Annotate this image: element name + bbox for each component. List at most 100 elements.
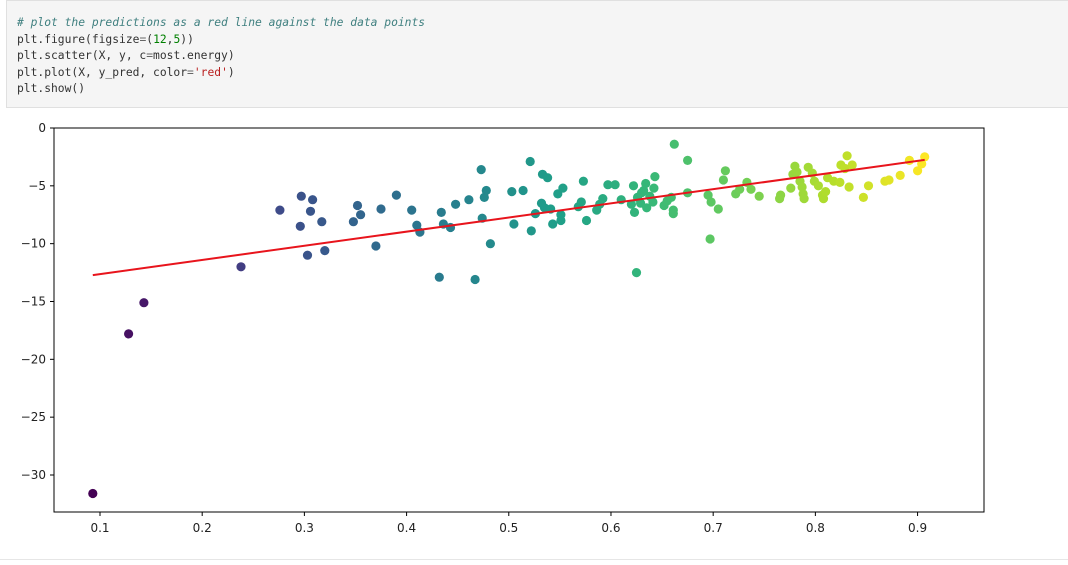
plot-frame [53, 127, 985, 513]
y-tick-label: 0 [38, 121, 46, 135]
data-point [352, 200, 363, 211]
code-token: 5 [173, 32, 181, 46]
data-point [706, 197, 716, 207]
code-editor[interactable]: # plot the predictions as a red line aga… [17, 15, 425, 98]
data-point [786, 183, 796, 193]
regression-line-layer [92, 158, 925, 277]
code-line: plt.figure(figsize=(12,5)) [17, 32, 425, 49]
data-point [639, 185, 649, 196]
data-point [920, 152, 930, 162]
data-point [821, 187, 831, 197]
data-point [649, 183, 659, 193]
data-point [139, 298, 149, 308]
data-point [407, 205, 417, 215]
data-point [610, 180, 620, 190]
data-point [464, 195, 474, 205]
data-point [296, 191, 306, 201]
y-tick-label: −5 [28, 179, 46, 193]
code-token: ( [146, 32, 154, 46]
data-point [642, 203, 652, 213]
y-tick-label: −25 [21, 410, 46, 424]
code-token: ) [227, 65, 235, 79]
data-point [844, 182, 854, 192]
data-point [735, 184, 745, 194]
data-point [124, 329, 134, 339]
code-line: plt.scatter(X, y, c=most.energy) [17, 48, 425, 65]
data-point [481, 185, 491, 196]
x-tick-label: 0.4 [397, 521, 416, 535]
data-point [835, 177, 845, 187]
data-point [302, 250, 313, 260]
data-point [548, 219, 558, 229]
axis-ticks: 0.1 0.2 0.3 0.4 0.5 0.6 0.7 0.8 0.9 0 −5 −10 −15 −20 −… [21, 121, 927, 535]
x-tick-label: 0.1 [90, 521, 109, 535]
data-point [451, 199, 461, 209]
y-tick-label: −15 [21, 294, 46, 308]
data-point [348, 217, 358, 227]
data-point [412, 220, 422, 230]
scatter-chart: 0.1 0.2 0.3 0.4 0.5 0.6 0.7 0.8 0.9 0 −5 −10 −15 −20 −… [21, 121, 985, 535]
cell-divider [0, 559, 1068, 560]
data-point [391, 190, 401, 200]
data-point [648, 197, 658, 207]
data-point [847, 160, 857, 170]
x-tick-label: 0.5 [499, 521, 518, 535]
code-token: = [187, 65, 194, 79]
data-point [797, 182, 807, 192]
data-point [470, 274, 480, 285]
data-point [754, 191, 764, 201]
data-point [626, 199, 637, 209]
data-point [320, 246, 330, 256]
data-point [799, 194, 809, 204]
code-token: 'red' [193, 65, 228, 79]
y-tick-label: −10 [21, 237, 46, 251]
y-tick-label: −20 [21, 352, 46, 366]
data-point [317, 217, 327, 227]
data-point [581, 215, 592, 226]
data-point [526, 226, 536, 236]
data-point [818, 194, 829, 204]
data-point [913, 166, 923, 176]
code-token: = [146, 49, 154, 62]
data-point [576, 197, 586, 207]
data-point [705, 234, 715, 244]
data-point [603, 180, 613, 190]
code-cell[interactable]: # plot the predictions as a red line aga… [6, 0, 1068, 108]
data-point [543, 173, 553, 183]
data-point [436, 207, 446, 217]
data-point [650, 172, 660, 182]
code-token: = [139, 32, 147, 46]
data-point [629, 207, 640, 217]
data-point [904, 155, 915, 165]
data-point [479, 192, 489, 202]
x-tick-label: 0.9 [908, 521, 927, 535]
code-token: # plot the predictions as a red line aga… [17, 16, 426, 29]
data-point [792, 167, 802, 177]
data-point [507, 187, 517, 197]
code-token: plt.show() [17, 82, 86, 95]
regression-line [92, 158, 925, 277]
data-point [376, 204, 386, 214]
data-point [669, 139, 679, 149]
data-point [598, 194, 608, 204]
data-point [683, 155, 693, 165]
data-point [858, 192, 869, 202]
data-point [434, 272, 444, 282]
data-point [641, 178, 651, 189]
data-point [371, 241, 381, 251]
code-line: # plot the predictions as a red line aga… [17, 15, 425, 32]
scatter-points [88, 139, 930, 499]
data-point [713, 204, 723, 214]
data-point [308, 195, 318, 205]
data-point [668, 209, 678, 219]
data-point [884, 175, 894, 185]
data-point [631, 268, 642, 278]
data-point [356, 210, 366, 220]
code-line: plt.show() [17, 81, 425, 98]
x-tick-label: 0.3 [295, 521, 314, 535]
data-point [842, 151, 852, 161]
code-token: , [166, 32, 174, 46]
data-point [476, 165, 486, 175]
data-point [295, 221, 305, 231]
x-tick-label: 0.7 [704, 521, 723, 535]
